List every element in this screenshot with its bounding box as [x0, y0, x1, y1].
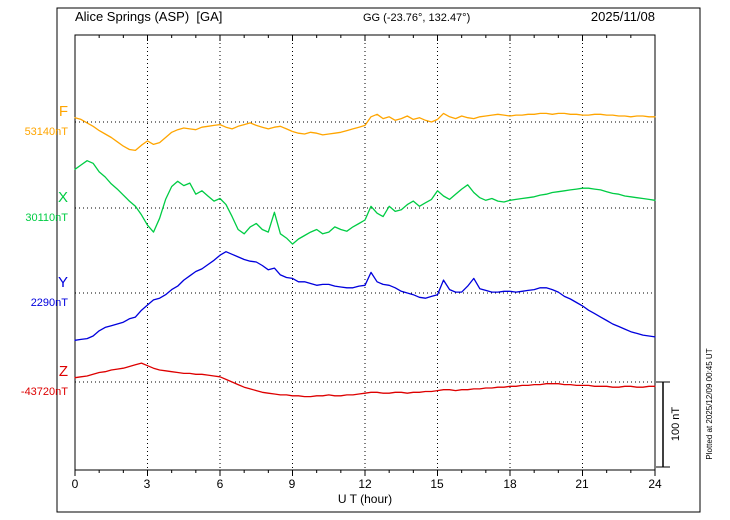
channel-baseline-z: -43720nT: [20, 386, 68, 398]
channel-label-y: Y: [57, 274, 68, 291]
x-axis-label: U T (hour): [337, 492, 393, 506]
scale-bar-label: 100 nT: [670, 406, 682, 442]
plot-date: 2025/11/08: [590, 9, 655, 24]
trace-X: [74, 160, 656, 245]
x-tick-label: 9: [288, 477, 296, 491]
station-coordinates: GG (-23.76°, 132.47°): [363, 12, 471, 24]
x-tick-label: 15: [430, 477, 444, 491]
channel-baseline-x: 30110nT: [25, 212, 68, 224]
channel-label-z: Z: [58, 363, 68, 380]
x-tick-label: 6: [216, 477, 224, 491]
channel-baseline-f: 53140nT: [24, 126, 68, 138]
station-title: Alice Springs (ASP) [GA]: [75, 9, 223, 24]
plot-frame: [74, 34, 656, 471]
x-tick-label: 3: [143, 477, 151, 491]
x-tick-label: 0: [71, 477, 79, 491]
x-tick-label: 21: [575, 477, 589, 491]
trace-Y: [74, 251, 656, 341]
trace-Z: [74, 362, 656, 398]
x-tick-label: 18: [503, 477, 517, 491]
x-tick-label: 24: [648, 477, 662, 491]
channel-baseline-y: 2290nT: [30, 297, 68, 309]
channel-label-x: X: [57, 189, 68, 206]
x-tick-label: 12: [358, 477, 372, 491]
outer-frame: [56, 7, 701, 513]
trace-F: [74, 112, 656, 152]
channel-label-f: F: [58, 103, 68, 120]
plotted-at-note: Plotted at 2025/12/09 00:45 UT: [705, 348, 714, 460]
